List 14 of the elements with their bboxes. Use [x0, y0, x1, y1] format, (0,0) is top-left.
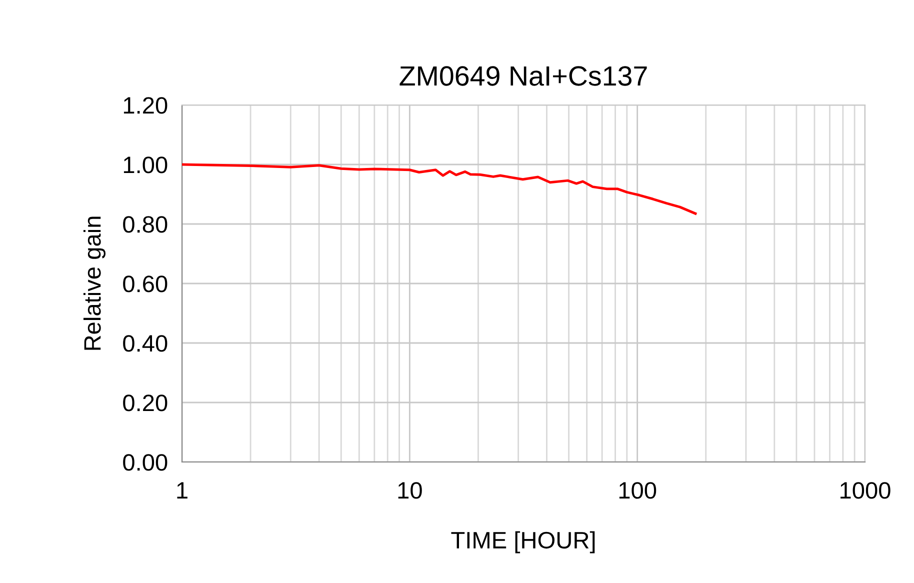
y-tick-label: 0.40 [123, 335, 168, 352]
y-tick-label: 0.80 [123, 216, 168, 233]
x-axis-title: TIME [HOUR] [451, 531, 595, 554]
y-tick-label: 0.20 [123, 394, 168, 412]
x-tick-label: 1000 [840, 482, 890, 499]
x-tick-label: 10 [398, 482, 422, 499]
y-tick-label: 1.20 [124, 97, 168, 114]
chart-title: ZM0649 NaI+Cs137 [400, 66, 647, 86]
y-tick-label: 0.00 [123, 454, 168, 471]
y-axis-title: Relative gain [83, 216, 106, 350]
y-tick-label: 0.60 [123, 276, 168, 292]
y-tick-label: 1.00 [124, 156, 168, 174]
x-tick-label: 1 [177, 482, 188, 499]
x-tick-label: 100 [619, 482, 656, 499]
